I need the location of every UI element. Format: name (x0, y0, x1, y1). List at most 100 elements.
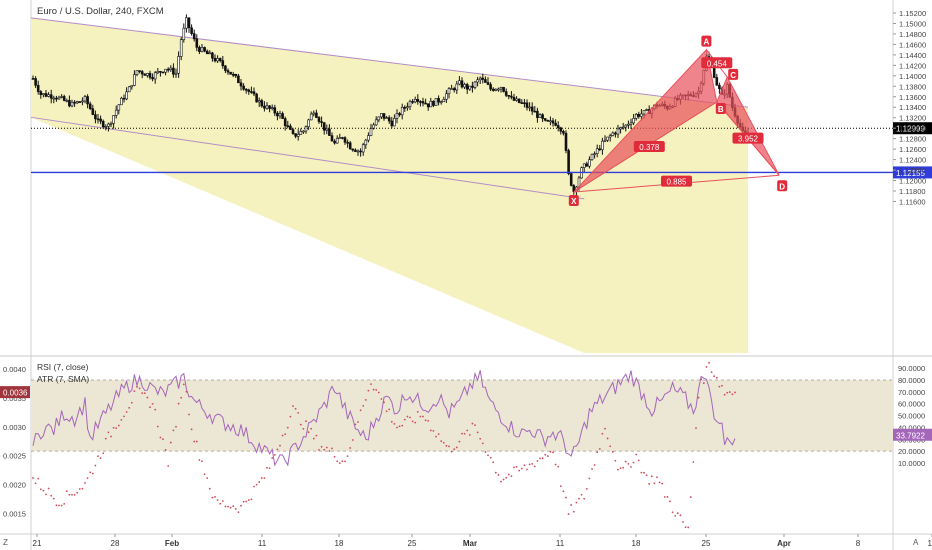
candle-body[interactable] (268, 105, 271, 109)
corner-label-right[interactable]: A (913, 538, 919, 547)
candle-body[interactable] (380, 113, 383, 118)
candle-body[interactable] (203, 47, 206, 52)
candle-body[interactable] (393, 118, 396, 127)
candle-body[interactable] (458, 80, 461, 85)
candle-body[interactable] (104, 126, 108, 128)
candle-body[interactable] (286, 125, 290, 128)
candle-body[interactable] (135, 70, 139, 75)
candle-body[interactable] (497, 88, 500, 91)
candle-body[interactable] (601, 140, 604, 150)
candle-body[interactable] (60, 96, 63, 98)
candle-body[interactable] (88, 103, 92, 109)
candle-body[interactable] (133, 74, 136, 86)
indicator-pane[interactable] (31, 361, 893, 529)
candle-body[interactable] (481, 77, 485, 80)
candle-body[interactable] (169, 67, 173, 70)
candle-body[interactable] (343, 137, 347, 143)
main-price-pane[interactable]: 1.12999 1.12155 X A B C D 0.378 0.454 3.952 0.885 (30, 14, 932, 354)
candle-body[interactable] (156, 71, 160, 74)
candle-body[interactable] (260, 100, 264, 107)
candle-body[interactable] (62, 96, 66, 101)
candle-body[interactable] (182, 27, 186, 41)
candle-body[interactable] (426, 103, 430, 108)
candle-body[interactable] (325, 128, 329, 131)
candle-body[interactable] (484, 79, 487, 83)
candle-body[interactable] (174, 72, 178, 75)
candle-body[interactable] (523, 102, 526, 105)
candle-body[interactable] (424, 102, 427, 105)
candle-body[interactable] (413, 99, 417, 103)
candle-body[interactable] (494, 88, 498, 91)
candle-body[interactable] (562, 130, 565, 134)
candle-body[interactable] (55, 97, 58, 100)
candle-body[interactable] (143, 73, 147, 76)
candle-body[interactable] (437, 98, 440, 103)
candle-body[interactable] (369, 128, 373, 136)
candle-body[interactable] (642, 110, 646, 115)
candle-body[interactable] (333, 140, 336, 144)
candle-body[interactable] (224, 65, 227, 71)
candle-body[interactable] (421, 101, 425, 104)
candle-body[interactable] (582, 163, 586, 169)
candle-body[interactable] (603, 139, 607, 142)
candle-body[interactable] (632, 118, 635, 124)
candle-body[interactable] (588, 159, 591, 167)
candle-body[interactable] (263, 105, 266, 109)
candle-body[interactable] (567, 150, 570, 174)
candle-body[interactable] (179, 39, 183, 57)
candle-body[interactable] (395, 113, 399, 119)
candle-body[interactable] (361, 144, 365, 153)
candle-body[interactable] (52, 97, 56, 100)
candle-body[interactable] (94, 114, 97, 120)
candle-body[interactable] (504, 91, 508, 96)
candle-body[interactable] (101, 120, 105, 128)
candle-body[interactable] (242, 85, 245, 90)
candle-body[interactable] (502, 86, 505, 92)
candle-body[interactable] (489, 84, 492, 90)
candle-body[interactable] (140, 71, 144, 75)
candle-body[interactable] (177, 56, 180, 74)
candle-body[interactable] (533, 110, 537, 113)
candle-body[interactable] (125, 91, 128, 100)
candle-body[interactable] (44, 93, 48, 97)
candle-body[interactable] (198, 47, 201, 52)
candle-body[interactable] (359, 150, 362, 153)
candle-body[interactable] (296, 134, 300, 137)
candle-body[interactable] (400, 106, 404, 116)
candle-body[interactable] (309, 113, 313, 121)
candle-body[interactable] (512, 96, 516, 101)
candle-body[interactable] (213, 57, 217, 62)
candle-body[interactable] (120, 97, 123, 106)
candle-body[interactable] (226, 70, 230, 73)
candle-body[interactable] (536, 110, 539, 118)
candle-body[interactable] (335, 138, 339, 144)
candle-body[interactable] (465, 84, 469, 90)
candle-body[interactable] (507, 95, 511, 97)
candle-body[interactable] (36, 84, 40, 92)
channel-lower-line[interactable] (30, 116, 585, 200)
candle-body[interactable] (471, 85, 474, 88)
candle-body[interactable] (585, 163, 589, 167)
candle-body[interactable] (257, 100, 261, 103)
candle-body[interactable] (315, 112, 318, 118)
candle-body[interactable] (164, 68, 167, 73)
candle-body[interactable] (330, 135, 334, 142)
candle-body[interactable] (187, 17, 191, 29)
candle-body[interactable] (239, 82, 243, 87)
candle-body[interactable] (39, 91, 43, 96)
candle-body[interactable] (541, 114, 544, 119)
candle-body[interactable] (192, 33, 196, 40)
candle-body[interactable] (247, 89, 251, 92)
candle-body[interactable] (57, 96, 61, 100)
candle-body[interactable] (564, 132, 568, 151)
candle-body[interactable] (382, 113, 386, 119)
candle-body[interactable] (278, 113, 282, 117)
candle-body[interactable] (432, 100, 435, 106)
candle-body[interactable] (250, 91, 253, 93)
candle-body[interactable] (229, 71, 232, 75)
candle-body[interactable] (281, 113, 284, 119)
candle-body[interactable] (291, 129, 295, 134)
candle-body[interactable] (398, 113, 401, 116)
atr-indicator-label[interactable]: ATR (7, SMA) (37, 374, 90, 384)
